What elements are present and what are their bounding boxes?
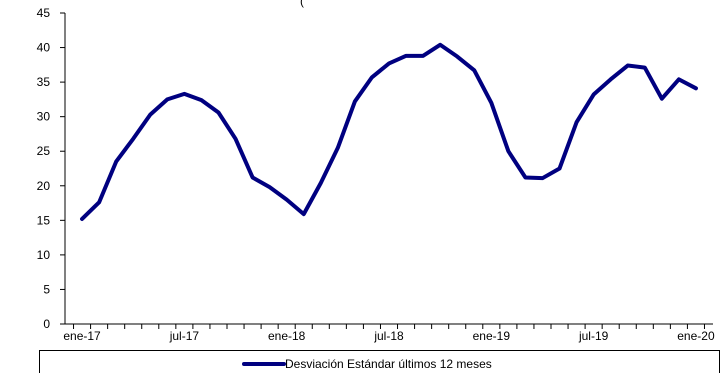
y-tick-label: 15 [37, 213, 51, 227]
x-tick-label: ene-18 [268, 329, 306, 343]
x-tick-label: ene-17 [63, 329, 101, 343]
data-point [609, 77, 613, 81]
y-tick-label: 45 [37, 6, 51, 20]
series-line-0 [80, 42, 698, 221]
y-tick-label: 0 [43, 317, 50, 331]
data-point [421, 54, 425, 58]
data-point [234, 137, 238, 141]
y-tick-label: 20 [37, 179, 51, 193]
data-point [558, 167, 562, 170]
x-tick-label: ene-20 [677, 329, 715, 343]
data-point [592, 93, 596, 97]
series-layer [80, 42, 698, 221]
x-tick-label: jul-18 [373, 329, 404, 343]
data-point [626, 64, 630, 68]
data-point [506, 149, 510, 153]
data-point [677, 77, 681, 81]
data-point [455, 55, 459, 59]
data-point [251, 175, 255, 179]
y-tick-label: 30 [37, 110, 51, 124]
x-tick-label: jul-19 [578, 329, 609, 343]
data-point [694, 86, 698, 90]
data-point [353, 99, 357, 103]
data-point [148, 113, 152, 117]
data-point [97, 200, 101, 204]
y-axis: 0 5 10 15 20 25 30 35 40 45 [37, 6, 66, 331]
data-point [182, 92, 186, 96]
data-point [540, 176, 544, 180]
x-tick-label: ene-19 [473, 329, 511, 343]
legend: Desviación Estándar últimos 12 meses [39, 350, 720, 378]
y-tick-label: 25 [37, 144, 51, 158]
data-point [387, 61, 391, 65]
legend-label: Desviación Estándar últimos 12 meses [285, 357, 492, 371]
y-tick-label: 10 [37, 248, 51, 262]
data-point [268, 185, 272, 189]
y-tick-label: 35 [37, 75, 51, 89]
data-point [643, 66, 647, 70]
data-point [370, 75, 374, 79]
data-point [302, 212, 306, 216]
data-point [660, 97, 664, 101]
x-tick-label: jul-17 [169, 329, 200, 343]
data-point [472, 68, 476, 72]
y-tick-label: 5 [43, 282, 50, 296]
data-point [80, 217, 84, 221]
data-point [575, 120, 579, 124]
data-point [523, 175, 527, 179]
data-point [319, 181, 323, 185]
chart-title: ( [300, 0, 304, 8]
data-point [404, 54, 408, 58]
data-point [131, 137, 135, 141]
data-point [336, 146, 340, 150]
data-point [285, 198, 289, 202]
data-point [165, 97, 169, 101]
data-point [216, 111, 220, 115]
data-point [438, 43, 442, 47]
data-point [489, 101, 493, 105]
x-axis: ene-17 jul-17 ene-18 jul-18 ene-19 jul-19 ene-… [63, 323, 715, 343]
data-point [114, 160, 118, 164]
data-point [199, 98, 203, 102]
y-tick-label: 40 [37, 41, 51, 55]
